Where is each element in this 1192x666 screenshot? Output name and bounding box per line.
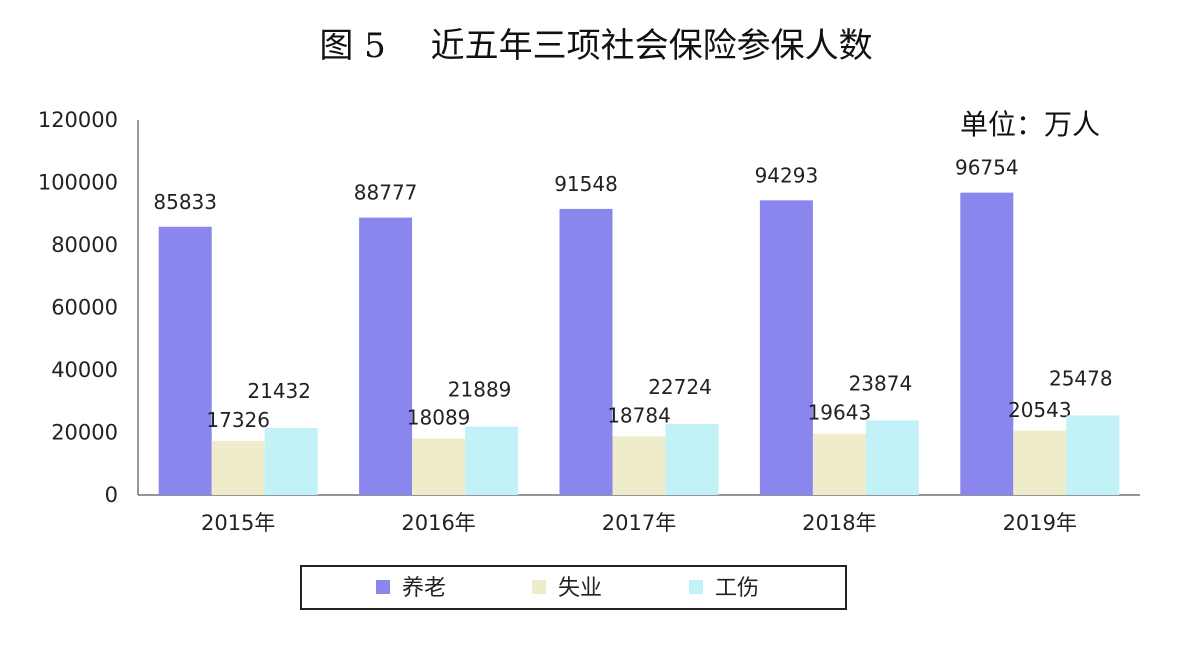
y-tick-label: 40000 <box>51 358 118 382</box>
y-tick-label: 0 <box>105 483 118 507</box>
legend-swatch-工伤 <box>689 580 703 594</box>
bar-失业 <box>612 436 666 495</box>
legend-box <box>300 565 847 610</box>
legend-label: 失业 <box>558 576 602 601</box>
data-label: 20543 <box>1008 398 1072 422</box>
data-label: 17326 <box>206 408 270 432</box>
data-label: 19643 <box>808 401 872 425</box>
data-label: 23874 <box>849 371 913 395</box>
y-tick-label: 120000 <box>38 108 118 132</box>
data-label: 85833 <box>153 190 217 214</box>
x-tick-label: 2015年 <box>201 511 275 535</box>
data-label: 25478 <box>1049 366 1113 390</box>
legend-label: 工伤 <box>715 576 759 601</box>
bar-工伤 <box>465 426 519 495</box>
bar-养老 <box>759 200 813 495</box>
y-tick-label: 100000 <box>38 171 118 195</box>
data-label: 18784 <box>607 403 671 427</box>
bar-工伤 <box>665 423 719 495</box>
legend-swatch-失业 <box>532 580 546 594</box>
bar-工伤 <box>264 428 318 495</box>
bar-养老 <box>559 208 613 495</box>
x-tick-label: 2019年 <box>1003 511 1077 535</box>
y-tick-label: 80000 <box>51 233 118 257</box>
bar-养老 <box>359 217 413 495</box>
y-tick-label: 60000 <box>51 296 118 320</box>
x-tick-label: 2017年 <box>602 511 676 535</box>
data-label: 96754 <box>955 156 1019 180</box>
legend-label: 养老 <box>402 576 446 601</box>
bar-失业 <box>412 438 466 495</box>
chart-title: 图 5 近五年三项社会保险参保人数 <box>319 26 873 66</box>
bar-失业 <box>211 440 265 495</box>
data-label: 22724 <box>648 375 712 399</box>
bar-失业 <box>812 433 866 495</box>
data-label: 18089 <box>407 405 471 429</box>
x-tick-label: 2016年 <box>401 511 475 535</box>
data-label: 21432 <box>247 379 311 403</box>
data-label: 21889 <box>448 378 512 402</box>
data-label: 94293 <box>755 163 819 187</box>
bar-养老 <box>158 226 212 495</box>
bar-工伤 <box>1066 415 1120 495</box>
bar-养老 <box>960 192 1014 496</box>
legend-swatch-养老 <box>376 580 390 594</box>
data-label: 88777 <box>354 181 418 205</box>
unit-label: 单位：万人 <box>960 108 1101 141</box>
y-tick-label: 20000 <box>51 421 118 445</box>
bar-工伤 <box>865 420 919 495</box>
bar-失业 <box>1013 430 1067 495</box>
data-label: 91548 <box>554 172 618 196</box>
x-tick-label: 2018年 <box>802 511 876 535</box>
